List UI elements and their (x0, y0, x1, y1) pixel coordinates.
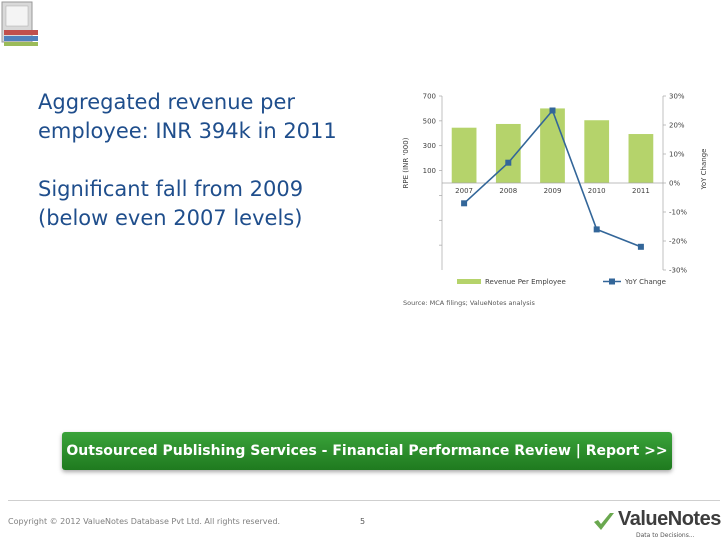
legend-line-label: YoY Change (624, 278, 666, 286)
left-tick-label: 700 (423, 93, 436, 101)
yoy-point-2009 (549, 107, 556, 114)
yoy-point-2010 (593, 226, 600, 233)
right-tick-label: 0% (669, 180, 680, 188)
source-note: Source: MCA filings; ValueNotes analysis (403, 299, 535, 307)
footer-divider (8, 500, 720, 501)
bar-2010 (584, 120, 610, 183)
legend-bar-label: Revenue Per Employee (485, 278, 566, 286)
left-tick-label: 500 (423, 117, 436, 125)
right-tick-label: 30% (669, 93, 685, 101)
legend-line-marker (609, 278, 615, 285)
right-tick-label: -10% (669, 209, 687, 217)
copyright-text: Copyright © 2012 ValueNotes Database Pvt… (8, 517, 281, 526)
logo-tagline: Data to Decisions... (636, 532, 695, 539)
legend-bar-swatch (457, 279, 481, 284)
category-label-2007: 2007 (455, 187, 473, 195)
logo-name: ValueNotes (618, 508, 721, 530)
right-axis-title: YoY Change (700, 149, 708, 191)
page-number: 5 (360, 517, 366, 526)
right-tick-label: 10% (669, 151, 685, 159)
bullet-list: Aggregated revenue per employee: INR 394… (38, 88, 378, 233)
left-tick-label: 300 (423, 142, 436, 150)
category-label-2009: 2009 (544, 187, 562, 195)
bullet-revenue-per-employee: Aggregated revenue per employee: INR 394… (38, 90, 337, 143)
books-icon (1, 1, 38, 46)
yoy-point-2008 (505, 159, 512, 166)
right-tick-label: -20% (669, 238, 687, 246)
report-banner-button[interactable]: Outsourced Publishing Services - Financi… (62, 432, 672, 470)
bullet-significant-fall: Significant fall from 2009 (below even 2… (38, 177, 304, 230)
logo-check-icon (594, 513, 614, 530)
category-label-2011: 2011 (632, 187, 650, 195)
valuenotes-logo: ValueNotes Data to Decisions... (592, 502, 722, 544)
bar-2011 (628, 134, 654, 183)
right-tick-label: 20% (669, 122, 685, 130)
category-label-2008: 2008 (499, 187, 517, 195)
category-label-2010: 2010 (588, 187, 606, 195)
yoy-point-2011 (637, 243, 644, 250)
right-tick-label: -30% (669, 267, 687, 275)
yoy-point-2007 (461, 200, 468, 207)
left-tick-label: 100 (423, 167, 436, 175)
left-axis-title: RPE (INR '000) (402, 137, 410, 188)
report-banner-label: Outsourced Publishing Services - Financi… (66, 443, 668, 459)
bar-2007 (451, 127, 477, 183)
revenue-per-employee-chart: 700 500 300 100 30% 20% 10% 0% -10% -20% -30% RPE (… (402, 93, 708, 308)
